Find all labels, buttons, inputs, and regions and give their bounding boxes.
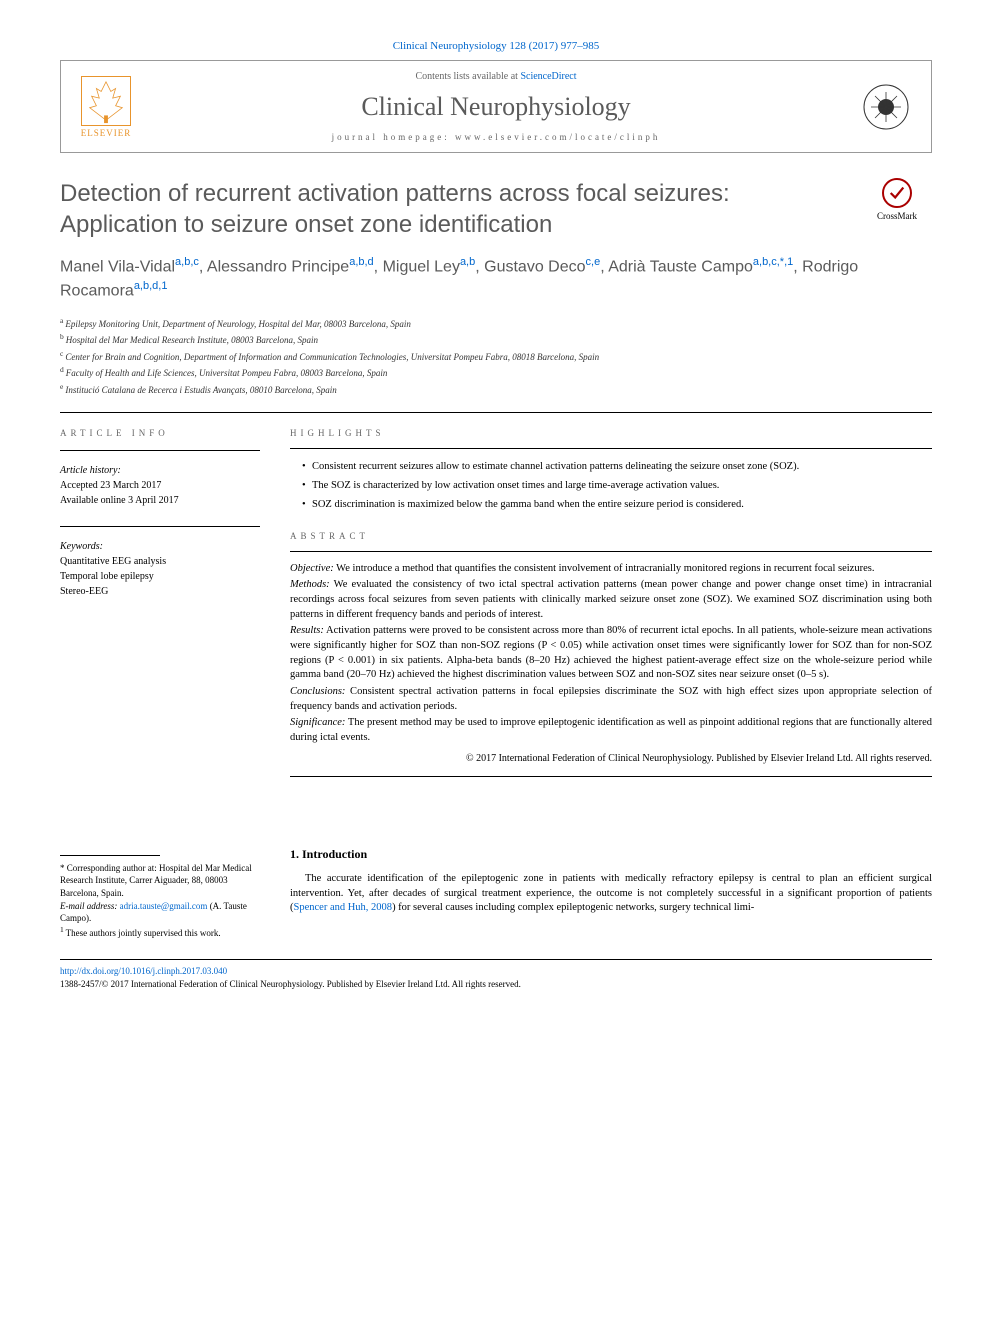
info-divider (60, 450, 260, 451)
accepted-date: Accepted 23 March 2017 (60, 478, 260, 493)
authors-list: Manel Vila-Vidala,b,c, Alessandro Princi… (60, 255, 932, 302)
keyword-item: Temporal lobe epilepsy (60, 569, 260, 584)
footer-block: http://dx.doi.org/10.1016/j.clinph.2017.… (60, 965, 932, 990)
crossmark-badge[interactable]: CrossMark (862, 178, 932, 221)
title-row: Detection of recurrent activation patter… (60, 178, 932, 240)
keyword-item: Stereo-EEG (60, 584, 260, 599)
elsevier-tree-icon (81, 76, 131, 126)
sciencedirect-link[interactable]: ScienceDirect (520, 71, 576, 82)
highlights-divider (290, 448, 932, 449)
abstract-results: Results: Activation patterns were proved… (290, 624, 932, 683)
affiliation-item: bHospital del Mar Medical Research Insti… (60, 331, 932, 348)
footnote-divider (60, 855, 160, 856)
intro-section: * Corresponding author at: Hospital del … (60, 847, 932, 940)
info-divider (60, 526, 260, 527)
supervision-note: 1 These authors jointly supervised this … (60, 925, 260, 940)
crossmark-icon (882, 178, 912, 208)
highlights-list: Consistent recurrent seizures allow to e… (290, 459, 932, 512)
author-name: , Adrià Tauste Campo (600, 259, 753, 276)
journal-homepage: journal homepage: www.elsevier.com/locat… (136, 132, 856, 142)
introduction-paragraph: The accurate identification of the epile… (290, 872, 932, 916)
journal-header-box: ELSEVIER Contents lists available at Sci… (60, 60, 932, 153)
contents-available-text: Contents lists available at ScienceDirec… (136, 71, 856, 82)
affiliation-item: eInstitució Catalana de Recerca i Estudi… (60, 381, 932, 398)
author-name: , Alessandro Principe (199, 259, 349, 276)
abstract-body: Objective: We introduce a method that qu… (290, 562, 932, 766)
section-divider (60, 412, 932, 413)
keyword-item: Quantitative EEG analysis (60, 554, 260, 569)
author-name: , Gustavo Deco (475, 259, 585, 276)
highlights-label: HIGHLIGHTS (290, 428, 932, 438)
affiliation-item: dFaculty of Health and Life Sciences, Un… (60, 364, 932, 381)
history-heading: Article history: (60, 463, 260, 478)
affiliation-item: cCenter for Brain and Cognition, Departm… (60, 348, 932, 365)
elsevier-logo[interactable]: ELSEVIER (76, 72, 136, 142)
header-center: Contents lists available at ScienceDirec… (136, 71, 856, 142)
affiliations-list: aEpilepsy Monitoring Unit, Department of… (60, 315, 932, 398)
crossmark-label: CrossMark (862, 211, 932, 221)
introduction-heading: 1. Introduction (290, 847, 932, 862)
author-affiliation-link[interactable]: a,b (460, 256, 475, 268)
keywords-list: Quantitative EEG analysis Temporal lobe … (60, 554, 260, 599)
journal-name: Clinical Neurophysiology (136, 92, 856, 122)
citation-text[interactable]: Clinical Neurophysiology 128 (2017) 977–… (393, 40, 600, 52)
article-title: Detection of recurrent activation patter… (60, 178, 842, 240)
footer-divider (60, 959, 932, 960)
author-name: Manel Vila-Vidal (60, 259, 175, 276)
keywords-block: Keywords: Quantitative EEG analysis Temp… (60, 539, 260, 599)
author-affiliation-link[interactable]: a,b,d (349, 256, 373, 268)
abstract-label: ABSTRACT (290, 531, 932, 541)
author-affiliation-link[interactable]: a,b,d,1 (134, 280, 168, 292)
email-note: E-mail address: adria.tauste@gmail.com (… (60, 900, 260, 925)
online-date: Available online 3 April 2017 (60, 493, 260, 508)
info-abstract-columns: ARTICLE INFO Article history: Accepted 2… (60, 428, 932, 787)
footnotes-column: * Corresponding author at: Hospital del … (60, 847, 260, 940)
citation-bar: Clinical Neurophysiology 128 (2017) 977–… (60, 40, 932, 52)
abstract-objective: Objective: We introduce a method that qu… (290, 562, 932, 577)
article-history-block: Article history: Accepted 23 March 2017 … (60, 463, 260, 508)
elsevier-label: ELSEVIER (81, 128, 132, 138)
author-affiliation-link[interactable]: a,b,c,*,1 (753, 256, 793, 268)
introduction-column: 1. Introduction The accurate identificat… (290, 847, 932, 940)
abstract-bottom-divider (290, 776, 932, 777)
author-affiliation-link[interactable]: c,e (586, 256, 601, 268)
author-affiliation-link[interactable]: a,b,c (175, 256, 199, 268)
article-info-label: ARTICLE INFO (60, 428, 260, 438)
doi-link[interactable]: http://dx.doi.org/10.1016/j.clinph.2017.… (60, 966, 227, 976)
article-info-column: ARTICLE INFO Article history: Accepted 2… (60, 428, 260, 787)
abstract-divider (290, 551, 932, 552)
abstract-copyright: © 2017 International Federation of Clini… (290, 752, 932, 766)
highlight-item: Consistent recurrent seizures allow to e… (302, 459, 932, 475)
reference-link[interactable]: Spencer and Huh, 2008 (294, 902, 393, 913)
highlights-block: Consistent recurrent seizures allow to e… (290, 459, 932, 512)
abstract-methods: Methods: We evaluated the consistency of… (290, 578, 932, 622)
issn-copyright: 1388-2457/© 2017 International Federatio… (60, 978, 932, 991)
affiliation-item: aEpilepsy Monitoring Unit, Department of… (60, 315, 932, 332)
highlight-item: The SOZ is characterized by low activati… (302, 478, 932, 494)
abstract-conclusions: Conclusions: Consistent spectral activat… (290, 685, 932, 714)
homepage-url[interactable]: www.elsevier.com/locate/clinph (455, 132, 660, 142)
highlight-item: SOZ discrimination is maximized below th… (302, 497, 932, 513)
keywords-heading: Keywords: (60, 539, 260, 554)
abstract-significance: Significance: The present method may be … (290, 716, 932, 745)
journal-cover-icon (856, 77, 916, 137)
email-link[interactable]: adria.tauste@gmail.com (120, 901, 208, 911)
author-name: , Miguel Ley (374, 259, 460, 276)
corresponding-author-note: * Corresponding author at: Hospital del … (60, 862, 260, 900)
highlights-abstract-column: HIGHLIGHTS Consistent recurrent seizures… (290, 428, 932, 787)
